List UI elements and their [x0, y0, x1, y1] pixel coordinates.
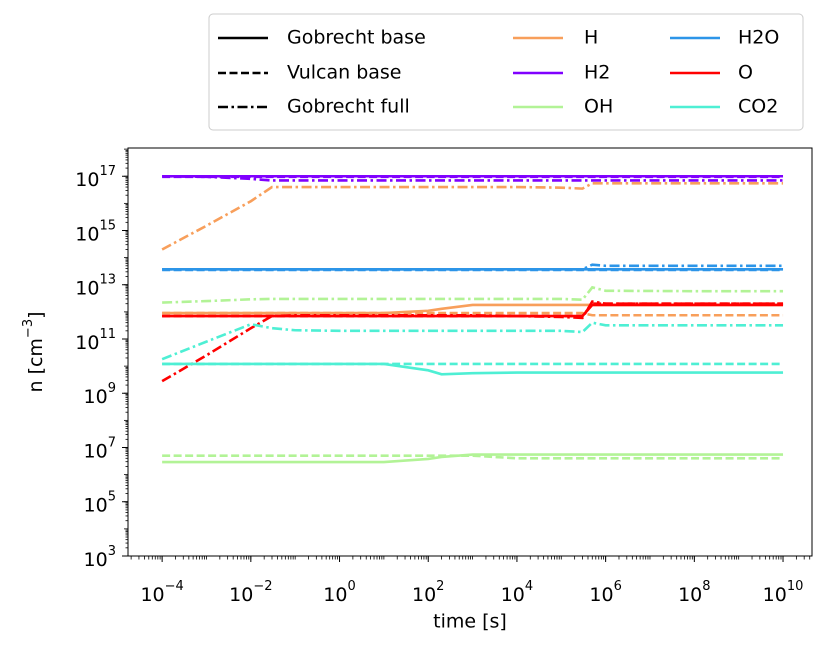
y-axis-label-end: ] — [25, 311, 47, 318]
series-line — [162, 311, 784, 317]
tick-label-exponent: 2 — [436, 579, 444, 594]
legend-label: CO2 — [738, 96, 778, 118]
tick-label-base: 10 — [323, 584, 347, 606]
tick-label-exponent: 8 — [702, 579, 710, 594]
tick-label-base: 10 — [75, 277, 99, 299]
tick-label-exponent: −4 — [165, 579, 184, 594]
tick-label-exponent: 13 — [99, 272, 116, 287]
tick-label-base: 10 — [84, 440, 108, 462]
series-line — [162, 453, 784, 464]
series-line — [162, 285, 784, 304]
tick-label-exponent: 11 — [99, 326, 116, 341]
legend-label: H2O — [738, 27, 779, 49]
legend-label: OH — [584, 96, 613, 118]
tick-label: 1013 — [75, 272, 116, 299]
tick-label-exponent: 7 — [108, 435, 116, 450]
tick-label-exponent: 6 — [614, 579, 622, 594]
tick-label: 1017 — [75, 164, 116, 191]
tick-label: 1015 — [75, 218, 116, 245]
tick-label: 104 — [501, 579, 533, 606]
legend-label: Vulcan base — [287, 62, 402, 84]
y-axis-label: n [cm−3] — [21, 311, 47, 392]
tick-label: 103 — [84, 544, 116, 571]
legend-label: H — [584, 27, 598, 49]
series-line — [162, 303, 784, 318]
tick-label-base: 10 — [678, 584, 702, 606]
tick-label: 10−4 — [140, 579, 183, 606]
tick-label-base: 10 — [763, 584, 787, 606]
tick-label-base: 10 — [75, 169, 99, 191]
tick-label: 109 — [84, 381, 116, 408]
tick-label: 105 — [84, 489, 116, 516]
tick-label: 10−2 — [229, 579, 272, 606]
tick-label-base: 10 — [501, 584, 525, 606]
tick-label-exponent: 15 — [99, 218, 116, 233]
tick-label-base: 10 — [84, 386, 108, 408]
tick-label-exponent: 17 — [99, 164, 116, 179]
tick-label-exponent: 0 — [347, 579, 355, 594]
tick-label-base: 10 — [140, 584, 164, 606]
legend-label: Gobrecht base — [287, 27, 426, 49]
y-axis-label-exponent: −3 — [21, 319, 36, 338]
legend-box — [208, 13, 804, 131]
tick-label: 1011 — [75, 326, 116, 353]
legend-label: Gobrecht full — [287, 96, 410, 118]
tick-label-exponent: 5 — [108, 489, 116, 504]
tick-label-exponent: 4 — [525, 579, 533, 594]
legend-label: H2 — [584, 62, 610, 84]
tick-label-exponent: 3 — [108, 544, 116, 559]
tick-label-base: 10 — [589, 584, 613, 606]
tick-label-base: 10 — [75, 223, 99, 245]
series-line — [162, 454, 784, 460]
tick-label: 100 — [323, 579, 355, 606]
series-line — [162, 362, 784, 376]
series-line — [162, 174, 784, 182]
legend-label: O — [738, 62, 753, 84]
tick-label-base: 10 — [84, 549, 108, 571]
tick-label: 107 — [84, 435, 116, 462]
tick-label: 1010 — [763, 579, 804, 606]
plot-frame — [127, 147, 813, 557]
tick-label-exponent: 9 — [108, 381, 116, 396]
tick-label-base: 10 — [84, 494, 108, 516]
tick-label-base: 10 — [229, 584, 253, 606]
y-axis-label-base: n [cm — [25, 338, 47, 392]
tick-label-exponent: −2 — [253, 579, 272, 594]
series-line — [161, 181, 784, 251]
tick-label: 106 — [589, 579, 621, 606]
series-line — [161, 321, 784, 361]
tick-label-base: 10 — [412, 584, 436, 606]
x-axis-label: time [s] — [433, 611, 507, 633]
tick-label-exponent: 10 — [787, 579, 804, 594]
tick-label: 102 — [412, 579, 444, 606]
tick-label-base: 10 — [75, 331, 99, 353]
series-line — [161, 300, 784, 383]
tick-label: 108 — [678, 579, 710, 606]
